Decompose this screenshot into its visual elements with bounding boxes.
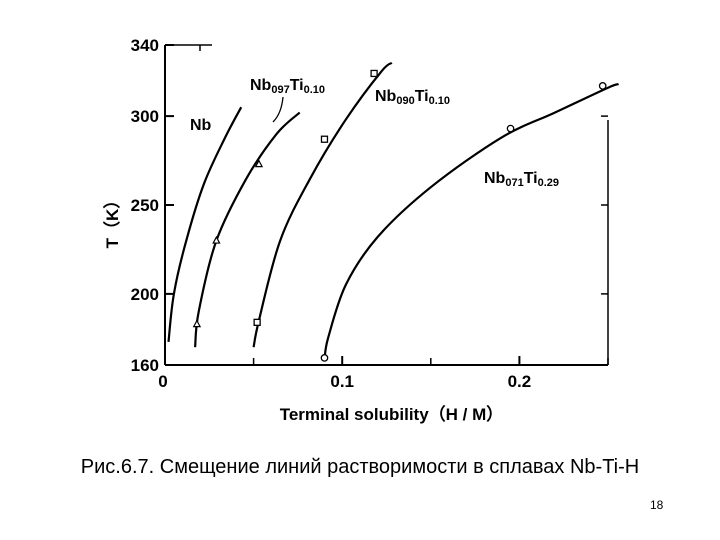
y-tick-label: 200 [131, 285, 159, 304]
y-tick-label: 250 [131, 196, 159, 215]
series-label-part: Ti [524, 170, 538, 187]
x-axis-label: Terminal solubility（H / M） [280, 404, 504, 424]
x-tick-label: 0 [158, 372, 167, 391]
series-label-text: Nb071Ti0.29 [484, 170, 559, 189]
series-label-text: Nb090Ti0.10 [375, 88, 450, 107]
series-line-nb071ti029 [323, 83, 619, 360]
data-point-nb071ti029 [598, 82, 607, 90]
series-label-nb071ti029: Nb071Ti0.29 [484, 170, 559, 189]
page-number: 18 [650, 498, 664, 512]
series-label-subscript: 0.10 [304, 84, 325, 96]
series-label-part: Ti [290, 77, 304, 94]
series-label-part: Nb [484, 170, 506, 187]
series-label-subscript: 071 [505, 177, 523, 189]
series-label-subscript: 0.29 [538, 177, 559, 189]
series-label-part: Ti [415, 88, 429, 105]
series-label-subscript: 090 [396, 95, 414, 107]
data-point-nb090ti010 [370, 69, 378, 78]
series-line-nb097ti010 [194, 111, 301, 348]
y-tick-label: 340 [131, 36, 159, 55]
data-point-nb097ti010 [212, 235, 221, 244]
series-label-part: Nb [375, 88, 397, 105]
series-label-nb097ti010: Nb097Ti0.10 [250, 77, 325, 96]
series-label-subscript: 097 [271, 84, 289, 96]
series-label-part: Nb [250, 77, 272, 94]
x-tick-label: 0.1 [330, 372, 354, 391]
y-axis-label: T（K） [102, 192, 122, 249]
x-tick-label: 0.2 [508, 372, 532, 391]
series-label-part: Nb [190, 117, 212, 134]
data-point-nb071ti029 [506, 124, 515, 133]
series-label-text: Nb097Ti0.10 [250, 77, 325, 96]
data-point-nb090ti010 [320, 135, 329, 143]
y-tick-label: 160 [131, 356, 159, 375]
data-point-nb097ti010 [254, 159, 264, 168]
label-leader-line [272, 96, 284, 123]
data-point-nb097ti010 [192, 319, 202, 328]
series-label-text: Nb [190, 117, 212, 134]
series-line-nb [167, 106, 243, 343]
y-tick-label: 300 [131, 107, 159, 126]
series-label-subscript: 0.10 [429, 95, 450, 107]
series-label-nb: Nb [190, 117, 212, 134]
series-label-nb090ti010: Nb090Ti0.10 [375, 88, 450, 107]
data-point-nb090ti010 [253, 318, 261, 326]
series-line-nb090ti010 [252, 61, 393, 348]
data-point-nb071ti029 [320, 354, 329, 362]
figure-caption: Рис.6.7. Смещение линий растворимости в … [80, 456, 640, 478]
